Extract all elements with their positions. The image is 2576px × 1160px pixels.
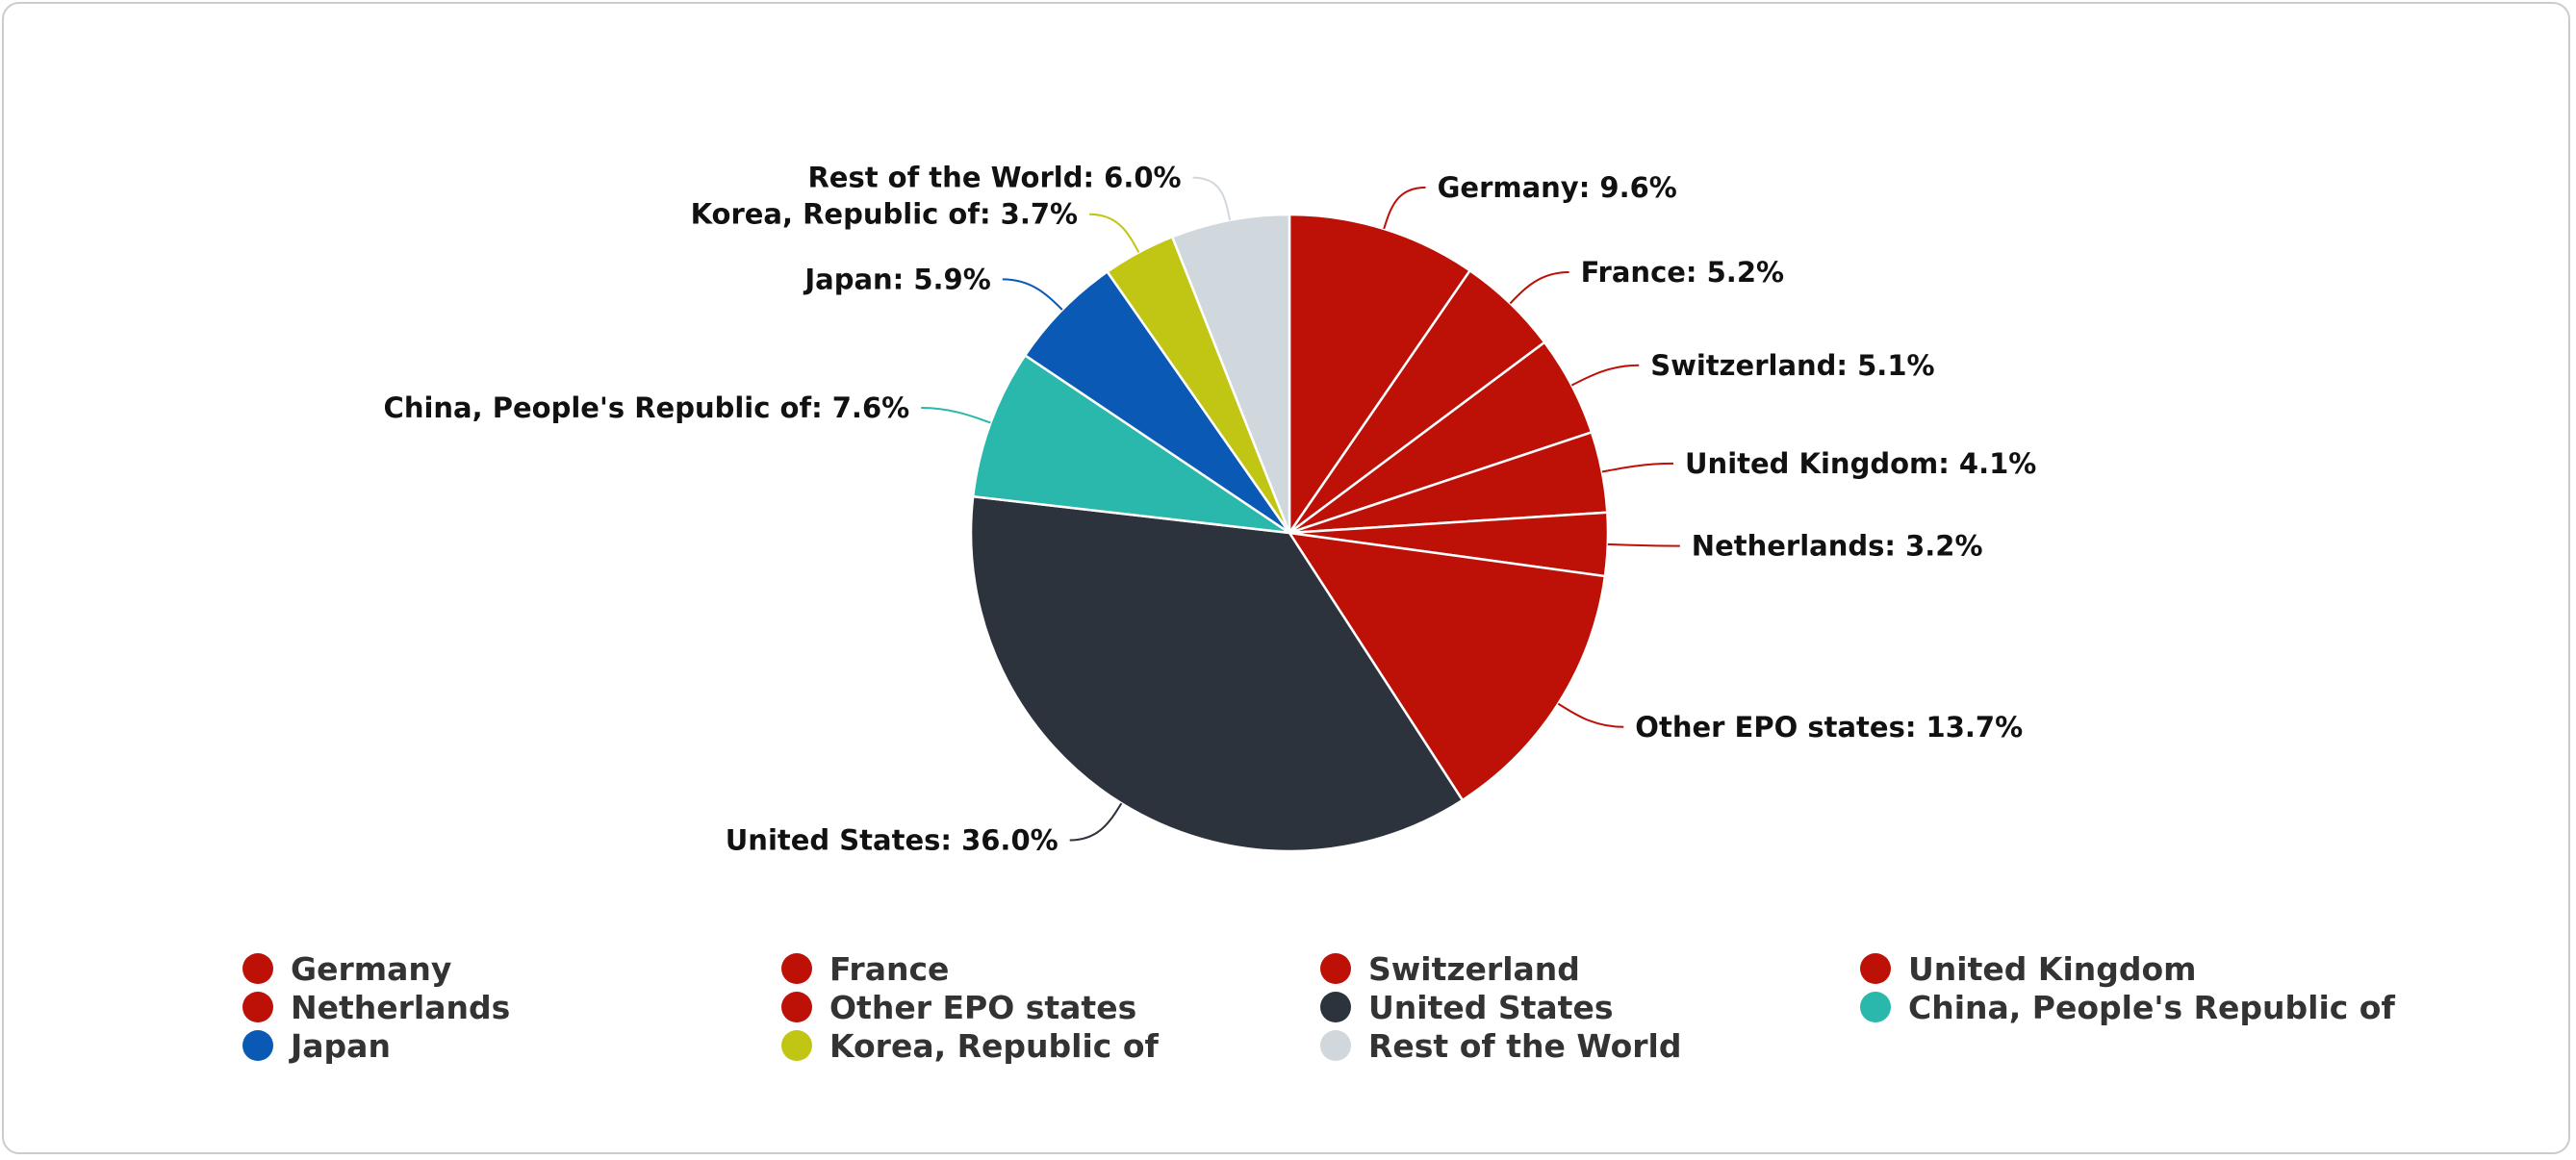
leader-line-united-kingdom	[1601, 462, 1674, 473]
legend-marker	[781, 1030, 812, 1061]
legend-item-other-epo-states[interactable]: Other EPO states	[781, 989, 1136, 1026]
legend-label: Germany	[291, 950, 451, 988]
legend-marker	[1860, 992, 1891, 1022]
legend-item-germany[interactable]: Germany	[242, 950, 451, 988]
legend-label: United Kingdom	[1908, 950, 2197, 988]
data-label-germany: Germany: 9.6%	[1438, 171, 1677, 204]
legend-marker	[242, 992, 273, 1022]
pie-chart: Germany: 9.6% France: 5.2% Switzerland: 5.…	[242, 162, 2395, 1065]
data-label-china-people-s-republic-of: China, People's Republic of: 7.6%	[384, 391, 910, 424]
legend-marker	[1860, 953, 1891, 984]
legend-label: Korea, Republic of	[829, 1027, 1159, 1065]
leader-line-rest-of-the-world	[1192, 176, 1231, 221]
legend-marker	[781, 992, 812, 1022]
leader-line-france	[1509, 271, 1569, 305]
legend-label: Rest of the World	[1368, 1027, 1681, 1065]
legend-marker	[1320, 992, 1351, 1022]
slice-other-epo-states[interactable]	[1287, 531, 1607, 802]
legend-marker	[1320, 953, 1351, 984]
legend-label: Switzerland	[1368, 950, 1580, 988]
data-label-switzerland: Switzerland: 5.1%	[1650, 349, 1934, 382]
leader-line-other-epo-states	[1557, 702, 1624, 728]
legend-label: Japan	[289, 1027, 391, 1065]
leader-line-korea-republic-of	[1089, 213, 1140, 253]
legend: Germany France Switzerland United Kingdom Ne…	[242, 950, 2395, 1065]
legend-label: United States	[1368, 989, 1613, 1026]
data-labels: Germany: 9.6% France: 5.2% Switzerland: 5.…	[384, 162, 2037, 857]
legend-marker	[242, 953, 273, 984]
data-label-other-epo-states: Other EPO states: 13.7%	[1635, 711, 2023, 744]
leader-line-united-states	[1069, 802, 1123, 842]
pie-slices	[969, 213, 1610, 853]
leader-line-china-people-s-republic-of	[921, 407, 991, 424]
slice-china-people-s-republic-of[interactable]	[971, 353, 1290, 535]
leader-line-netherlands	[1607, 542, 1680, 547]
legend-item-united-states[interactable]: United States	[1320, 989, 1613, 1026]
legend-label: Netherlands	[291, 989, 510, 1026]
legend-marker	[1320, 1030, 1351, 1061]
legend-label: China, People's Republic of	[1908, 989, 2395, 1026]
data-label-france: France: 5.2%	[1581, 256, 1784, 289]
leader-line-japan	[1002, 278, 1063, 311]
legend-marker	[781, 953, 812, 984]
data-label-united-states: United States: 36.0%	[726, 824, 1058, 857]
legend-label: France	[829, 950, 949, 988]
legend-item-china-people-s-republic-of[interactable]: China, People's Republic of	[1860, 989, 2395, 1026]
data-label-japan: Japan: 5.9%	[803, 263, 990, 295]
legend-item-netherlands[interactable]: Netherlands	[242, 989, 510, 1026]
legend-marker	[242, 1030, 273, 1061]
data-label-korea-republic-of: Korea, Republic of: 3.7%	[691, 198, 1079, 231]
legend-item-rest-of-the-world[interactable]: Rest of the World	[1320, 1027, 1681, 1065]
slice-germany[interactable]	[1288, 213, 1472, 538]
legend-item-switzerland[interactable]: Switzerland	[1320, 950, 1580, 988]
slice-rest-of-the-world[interactable]	[1170, 213, 1291, 534]
data-label-united-kingdom: United Kingdom: 4.1%	[1685, 447, 2036, 480]
legend-item-japan[interactable]: Japan	[242, 1027, 391, 1065]
data-label-rest-of-the-world: Rest of the World: 6.0%	[807, 162, 1181, 194]
slice-japan[interactable]	[1023, 269, 1291, 535]
leader-lines	[921, 176, 1680, 842]
data-label-netherlands: Netherlands: 3.2%	[1692, 530, 1983, 563]
legend-label: Other EPO states	[829, 989, 1136, 1026]
leader-line-germany	[1383, 186, 1426, 230]
legend-item-france[interactable]: France	[781, 950, 949, 988]
legend-item-united-kingdom[interactable]: United Kingdom	[1860, 950, 2197, 988]
leader-line-switzerland	[1570, 364, 1640, 387]
legend-item-korea-republic-of[interactable]: Korea, Republic of	[781, 1027, 1159, 1065]
